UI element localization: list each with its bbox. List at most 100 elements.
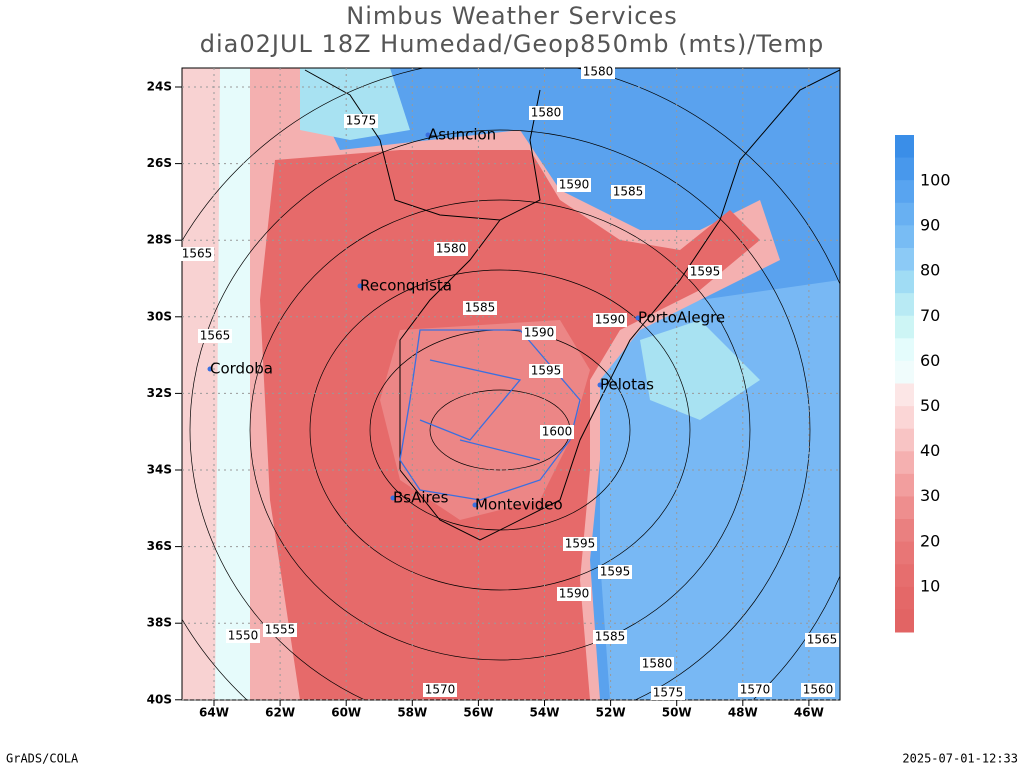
footer-left: GrADS/COLA	[6, 752, 79, 766]
city-dot	[472, 502, 478, 508]
contour-label: 1590	[559, 178, 590, 192]
city-label: Asuncion	[428, 126, 496, 144]
contour-label-bg	[529, 364, 563, 378]
city-label: Reconquista	[360, 277, 452, 295]
footer-right: 2025-07-01-12:33	[902, 752, 1018, 766]
city-label: Cordoba	[210, 360, 273, 378]
contour-label-bg	[522, 326, 556, 340]
contour-label: 1575	[653, 686, 684, 700]
subtitle: dia02JUL 18Z Humedad/Geop850mb (mts)/Tem…	[200, 30, 824, 58]
lon-label: 54W	[530, 706, 560, 720]
city-dot	[357, 283, 363, 289]
colorbar-segment	[895, 180, 914, 204]
contour-label: 1565	[200, 329, 231, 343]
lon-label: 60W	[331, 706, 361, 720]
colorbar-segment	[895, 135, 914, 159]
city-dot	[597, 382, 603, 388]
contour-label-bg	[801, 683, 835, 697]
colorbar-label: 60	[920, 351, 940, 370]
contour-label: 1565	[807, 633, 838, 647]
city-dot	[390, 495, 396, 501]
contour-label: 1555	[265, 623, 296, 637]
contour-label-bg	[581, 65, 615, 79]
city-dot	[425, 132, 431, 138]
title: Nimbus Weather Services	[346, 2, 677, 30]
colorbar-segment	[895, 564, 914, 588]
contour-label: 1560	[803, 683, 834, 697]
colorbar-label: 80	[920, 261, 940, 280]
colorbar-segment	[895, 586, 914, 610]
colorbar-segment	[895, 473, 914, 497]
colorbar-segment	[895, 496, 914, 520]
colorbar-label: 100	[920, 171, 951, 190]
lat-label: 38S	[147, 616, 172, 630]
lon-label: 56W	[463, 706, 493, 720]
contour-label: 1595	[565, 537, 596, 551]
contour-label-bg	[557, 178, 591, 192]
lon-label: 46W	[794, 706, 824, 720]
colorbar-segment	[895, 157, 914, 181]
contour-label: 1595	[690, 265, 721, 279]
contour-label-bg	[263, 623, 297, 637]
colorbar-label: 50	[920, 396, 940, 415]
lon-label: 48W	[728, 706, 758, 720]
contour-label-bg	[688, 265, 722, 279]
lat-label: 30S	[147, 309, 172, 323]
colorbar-segment	[895, 338, 914, 362]
city-dot	[635, 315, 641, 321]
contour-label: 1585	[613, 185, 644, 199]
colorbar-segment	[895, 202, 914, 226]
map-field	[182, 68, 840, 700]
map-frame	[181, 67, 841, 701]
contour-label-bg	[226, 629, 260, 643]
lat-label: 26S	[147, 156, 172, 170]
contour-label: 1590	[595, 313, 626, 327]
lon-label: 64W	[199, 706, 229, 720]
colorbar-label: 40	[920, 441, 940, 460]
contour-label: 1595	[600, 565, 631, 579]
city-label: Pelotas	[600, 376, 654, 394]
city-label: PortoAlegre	[638, 309, 725, 327]
colorbar-segment	[895, 293, 914, 317]
contour-label-bg	[611, 185, 645, 199]
contour-label-bg	[423, 683, 457, 697]
lat-label: 28S	[147, 233, 172, 247]
contour-label-bg	[593, 313, 627, 327]
contour-label: 1595	[531, 364, 562, 378]
colorbar-segment	[895, 609, 914, 633]
city-dot	[207, 366, 213, 372]
colorbar-segment	[895, 519, 914, 543]
contour-label-bg	[805, 633, 839, 647]
contour-label-bg	[640, 657, 674, 671]
city-label: Montevideo	[475, 496, 563, 514]
contour-label: 1600	[542, 425, 573, 439]
colorbar-segment	[895, 225, 914, 249]
contour-label-bg	[180, 247, 214, 261]
contour-label: 1550	[228, 629, 259, 643]
contour-label: 1590	[524, 326, 555, 340]
colorbar-segment	[895, 315, 914, 339]
colorbar-segment	[895, 451, 914, 475]
lon-label: 50W	[662, 706, 692, 720]
colorbar-label: 90	[920, 216, 940, 235]
contour-label: 1585	[595, 630, 626, 644]
colorbar-label: 30	[920, 486, 940, 505]
city-label: BsAires	[393, 489, 449, 507]
colorbar-label: 20	[920, 531, 940, 550]
lon-label: 62W	[265, 706, 295, 720]
lat-label: 40S	[147, 692, 172, 706]
lon-label: 58W	[397, 706, 427, 720]
lat-label: 32S	[147, 386, 172, 400]
contour-label-bg	[198, 329, 232, 343]
contour-label-bg	[651, 686, 685, 700]
contour-label-bg	[738, 683, 772, 697]
contour-label: 1565	[182, 247, 213, 261]
contour-label-bg	[540, 425, 574, 439]
contour-label-bg	[563, 537, 597, 551]
contour-label: 1580	[531, 106, 562, 120]
contour-label: 1570	[740, 683, 771, 697]
contour-label: 1580	[642, 657, 673, 671]
contour-label: 1590	[559, 587, 590, 601]
contour-label-bg	[344, 114, 378, 128]
